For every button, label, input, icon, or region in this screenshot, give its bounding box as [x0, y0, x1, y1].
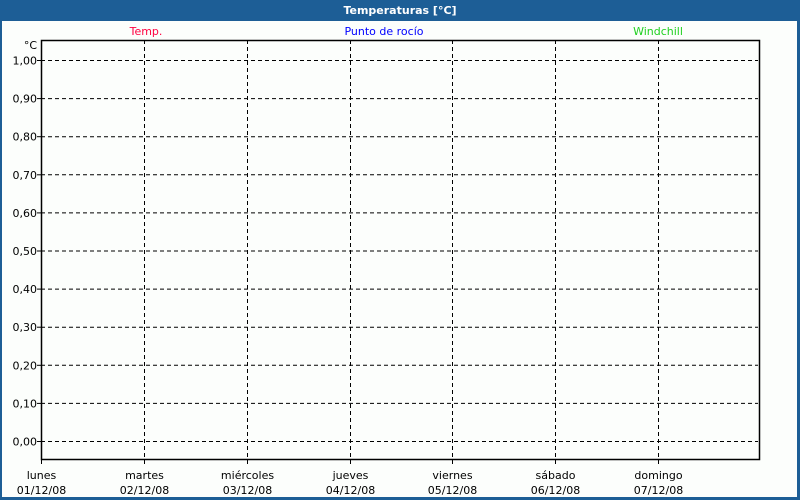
- x-tick-label-day: martes: [125, 469, 164, 482]
- y-tick-label: 0,80: [13, 131, 38, 144]
- x-tick-label-date: 02/12/08: [120, 484, 169, 497]
- y-tick-label: 0,70: [13, 169, 38, 182]
- y-tick-label: 0,00: [13, 436, 38, 449]
- window-title: Temperaturas [°C]: [343, 4, 457, 17]
- y-axis-unit: °C: [24, 39, 38, 52]
- y-tick-label: 1,00: [13, 55, 38, 68]
- x-tick-label-date: 01/12/08: [17, 484, 66, 497]
- x-tick-label-day: domingo: [634, 469, 682, 482]
- legend-entry: Punto de rocío: [344, 25, 423, 38]
- chart-area: [2, 21, 797, 497]
- y-tick-label: 0,40: [13, 283, 38, 296]
- x-tick-label-date: 07/12/08: [634, 484, 683, 497]
- y-tick-label: 0,30: [13, 321, 38, 334]
- x-tick-label-date: 05/12/08: [428, 484, 477, 497]
- x-tick-label-day: jueves: [332, 469, 369, 482]
- x-tick-label-day: lunes: [27, 469, 57, 482]
- legend-entry: Windchill: [633, 25, 683, 38]
- plot-frame: [40, 39, 761, 461]
- x-tick-label-date: 06/12/08: [531, 484, 580, 497]
- y-tick-label: 0,20: [13, 359, 38, 372]
- x-tick-label-day: miércoles: [221, 469, 274, 482]
- x-tick-label-date: 04/12/08: [326, 484, 375, 497]
- x-tick-label-date: 03/12/08: [223, 484, 272, 497]
- x-tick-label-day: viernes: [432, 469, 472, 482]
- legend-entry: Temp.: [129, 25, 163, 38]
- y-tick-label: 0,60: [13, 207, 38, 220]
- y-tick-label: 0,90: [13, 93, 38, 106]
- y-tick-label: 0,10: [13, 397, 38, 410]
- y-tick-label: 0,50: [13, 245, 38, 258]
- x-tick-label-day: sábado: [536, 469, 576, 482]
